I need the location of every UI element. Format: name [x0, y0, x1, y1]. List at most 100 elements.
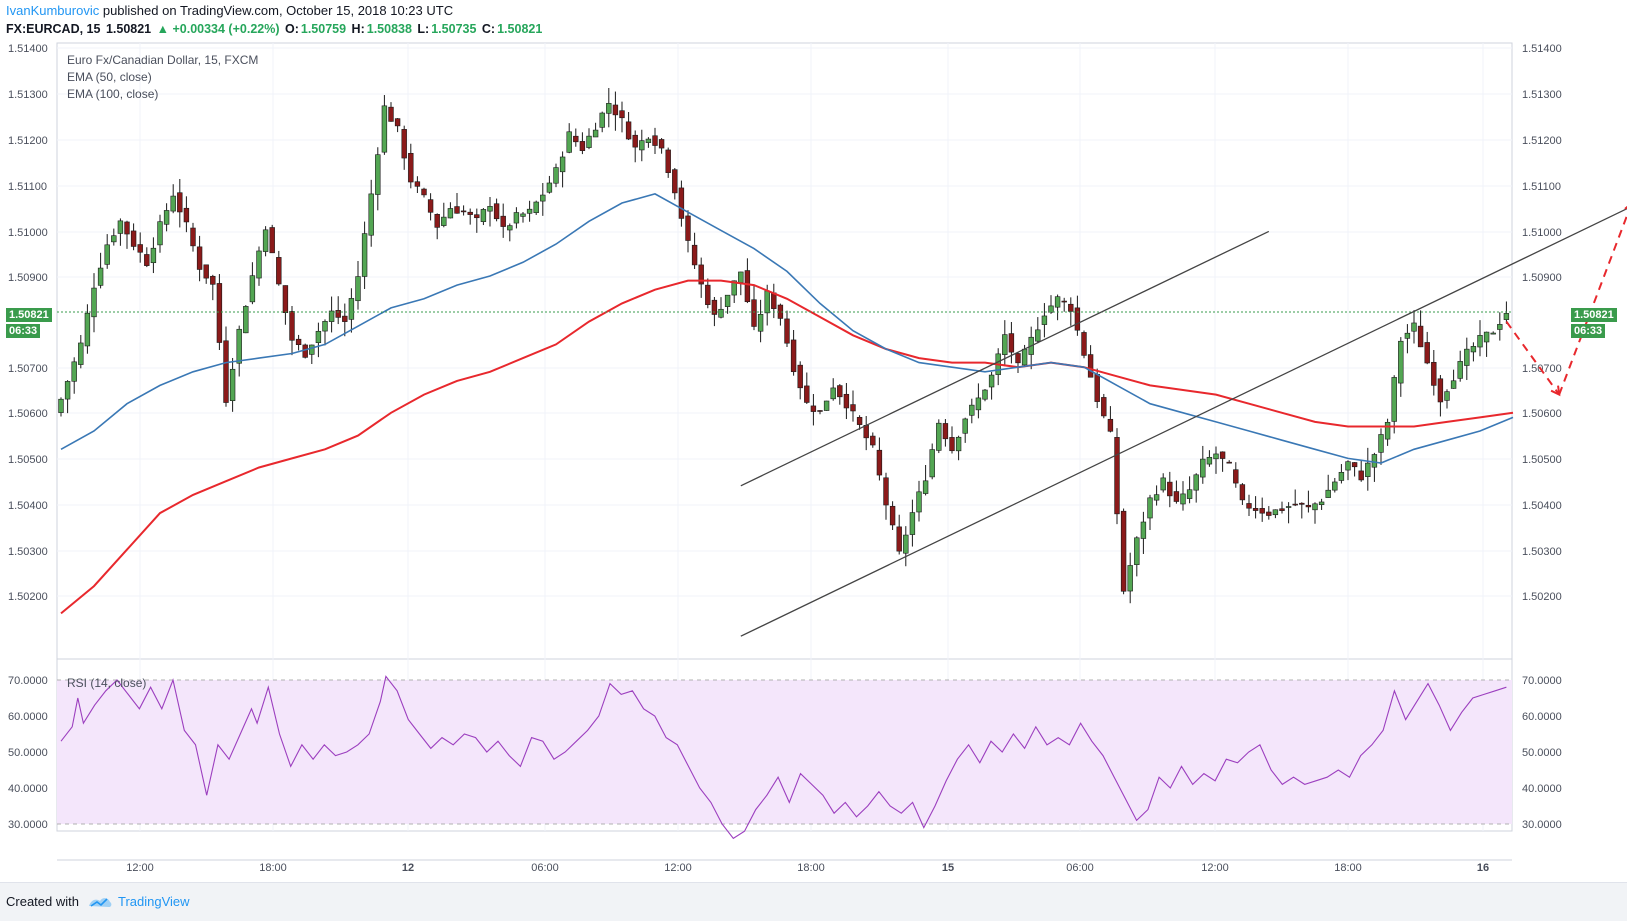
candle-body: [229, 368, 236, 401]
candle: [1087, 345, 1094, 378]
candle: [1378, 428, 1384, 465]
candle-body: [1325, 489, 1331, 498]
candle-body: [190, 227, 196, 247]
candle: [665, 147, 671, 178]
candle-body: [163, 210, 170, 225]
candle: [295, 334, 302, 351]
candle: [262, 226, 269, 257]
legend-ema50[interactable]: EMA (50, close): [67, 70, 152, 84]
candle-body: [243, 306, 249, 334]
candle-body: [731, 280, 737, 296]
candle-body: [1074, 307, 1081, 331]
last-price: 1.50821: [105, 22, 152, 36]
candle: [691, 232, 698, 269]
candle: [1239, 483, 1246, 505]
candle-body: [144, 254, 150, 266]
candle: [632, 130, 638, 163]
candle-body: [619, 110, 625, 119]
candle: [1134, 536, 1140, 577]
candle-body: [342, 315, 348, 322]
rsi-line: [60, 675, 1507, 840]
candle-body: [896, 526, 902, 552]
candle-body: [711, 299, 718, 315]
price-axis-label-right: 1.51300: [1522, 89, 1562, 101]
price-axis-label-left: 1.51000: [8, 227, 48, 239]
candle-body: [375, 154, 381, 195]
candle-body: [150, 247, 157, 264]
candle: [58, 397, 64, 417]
candle: [916, 480, 922, 522]
candle: [1292, 489, 1298, 507]
candle-body: [1246, 503, 1252, 509]
candle: [817, 410, 823, 415]
candle-body: [157, 221, 163, 246]
channel-lower-line: [740, 207, 1627, 637]
published-line: IvanKumburovic published on TradingView.…: [6, 3, 453, 18]
candle-body: [117, 220, 124, 234]
candle: [375, 147, 381, 211]
candle-body: [1140, 521, 1147, 539]
candle: [289, 305, 295, 356]
candle: [988, 371, 995, 400]
chart-canvas[interactable]: 1.51400 1.51400 1.51300 1.51300 1.51200 1.512…: [0, 0, 1627, 882]
candle: [1213, 446, 1219, 474]
candle-body: [1338, 471, 1345, 481]
price-axis-label-left: 1.50900: [8, 272, 48, 284]
candle-body: [691, 244, 698, 266]
legend-ema100[interactable]: EMA (100, close): [67, 87, 159, 101]
candle: [619, 101, 625, 133]
candle-body: [130, 230, 137, 247]
candle-body: [262, 229, 269, 252]
candle: [1305, 490, 1312, 513]
candle-body: [1285, 506, 1292, 508]
candle-body: [823, 400, 830, 411]
tradingview-link[interactable]: TradingView: [118, 894, 190, 909]
candle: [625, 112, 632, 141]
candle: [1200, 445, 1206, 484]
candle-body: [658, 139, 665, 149]
legend-rsi[interactable]: RSI (14, close): [67, 676, 147, 690]
candle-body: [672, 169, 678, 194]
price-axis-label-right: 1.51100: [1522, 181, 1561, 193]
candle-body: [1035, 329, 1041, 342]
candle: [1054, 294, 1061, 321]
candle-body: [632, 134, 638, 148]
candle: [790, 330, 797, 376]
open-value: 1.50759: [300, 22, 347, 36]
candle: [678, 180, 685, 227]
candle-body: [909, 512, 916, 535]
candle: [553, 163, 559, 188]
candle-body: [797, 364, 803, 389]
candle: [850, 390, 856, 422]
candle-body: [361, 233, 368, 277]
candle: [84, 304, 91, 354]
rsi-axis-label-left: 30.0000: [8, 819, 48, 831]
candle-body: [1351, 462, 1358, 468]
candle-body: [335, 310, 341, 318]
candle: [276, 250, 282, 286]
candle: [1332, 477, 1338, 493]
candle-body: [1233, 469, 1239, 484]
rsi-axis-label-left: 40.0000: [8, 783, 48, 795]
candle-body: [837, 385, 843, 398]
candle-body: [665, 149, 671, 173]
candle: [909, 499, 916, 547]
candle: [460, 205, 467, 216]
candle-body: [639, 140, 645, 151]
candle-body: [883, 477, 889, 506]
candle-body: [104, 244, 110, 265]
candle-body: [876, 449, 883, 476]
candle-body: [1345, 461, 1351, 471]
author-link[interactable]: IvanKumburovic: [6, 3, 100, 18]
candle: [203, 264, 209, 284]
candle-body: [1061, 300, 1067, 303]
candle: [467, 208, 473, 225]
candle: [559, 151, 566, 188]
candle: [1503, 301, 1510, 324]
candle-body: [388, 106, 394, 122]
candle-body: [289, 311, 295, 341]
price-change: ▲ +0.00334 (+0.22%): [156, 22, 280, 36]
candle-body: [830, 387, 836, 400]
candle-body: [982, 389, 988, 400]
candle-body: [249, 275, 256, 303]
